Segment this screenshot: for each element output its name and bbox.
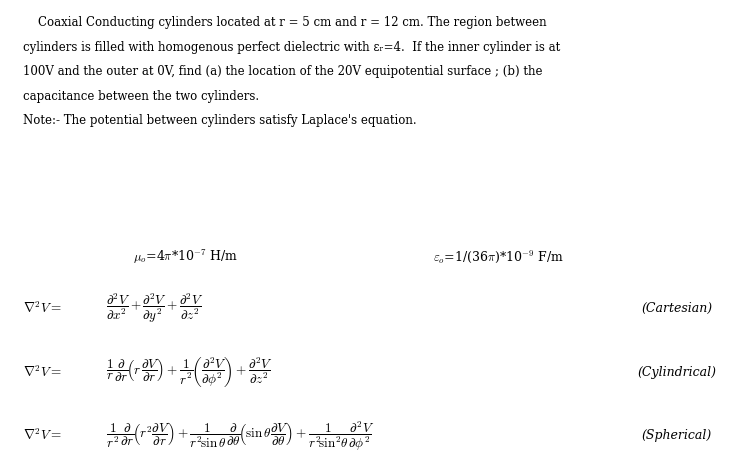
Text: (Cylindrical): (Cylindrical): [637, 365, 716, 379]
Text: Coaxial Conducting cylinders located at r = 5 cm and r = 12 cm. The region betwe: Coaxial Conducting cylinders located at …: [23, 16, 547, 30]
Text: $\nabla^2 V =$: $\nabla^2 V =$: [23, 301, 61, 316]
Text: $\dfrac{1}{r^2}\dfrac{\partial}{\partial r}\!\left(r^2\dfrac{\partial V}{\partia: $\dfrac{1}{r^2}\dfrac{\partial}{\partial…: [106, 419, 374, 453]
Text: $\dfrac{1}{r}\dfrac{\partial}{\partial r}\!\left(r\,\dfrac{\partial V}{\partial : $\dfrac{1}{r}\dfrac{\partial}{\partial r…: [106, 355, 273, 389]
Text: Note:- The potential between cylinders satisfy Laplace's equation.: Note:- The potential between cylinders s…: [23, 114, 417, 128]
Text: 100V and the outer at 0V, find (a) the location of the 20V equipotential surface: 100V and the outer at 0V, find (a) the l…: [23, 65, 542, 79]
Text: (Spherical): (Spherical): [642, 429, 711, 442]
Text: $\dfrac{\partial^2 V}{\partial x^2} + \dfrac{\partial^2 V}{\partial y^2} + \dfra: $\dfrac{\partial^2 V}{\partial x^2} + \d…: [106, 292, 203, 325]
Text: (Cartesian): (Cartesian): [641, 302, 712, 315]
Text: cylinders is filled with homogenous perfect dielectric with εᵣ=4.  If the inner : cylinders is filled with homogenous perf…: [23, 41, 560, 54]
Text: $\mu_o$=4$\pi$*10$^{-7}$ H/m: $\mu_o$=4$\pi$*10$^{-7}$ H/m: [132, 248, 238, 266]
Text: $\nabla^2 V =$: $\nabla^2 V =$: [23, 365, 61, 380]
Text: $\varepsilon_o$=1/(36$\pi$)*10$^{-9}$ F/m: $\varepsilon_o$=1/(36$\pi$)*10$^{-9}$ F/…: [433, 249, 565, 265]
Text: capacitance between the two cylinders.: capacitance between the two cylinders.: [23, 90, 259, 103]
Text: $\nabla^2 V =$: $\nabla^2 V =$: [23, 428, 61, 443]
